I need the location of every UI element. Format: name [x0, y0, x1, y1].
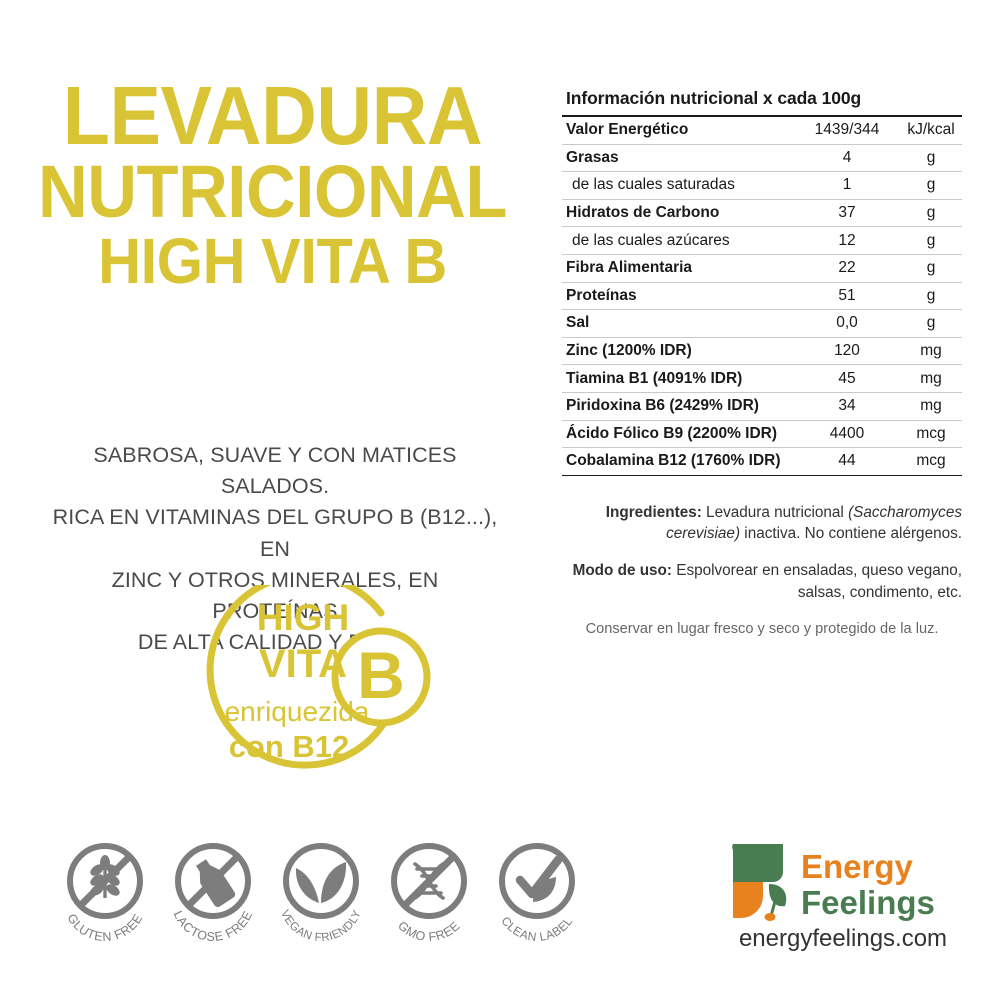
row-label: de las cuales azúcares — [572, 231, 730, 249]
row-label: Hidratos de Carbono — [566, 204, 720, 222]
row-value: 51 — [838, 286, 856, 304]
ingredients-paragraph: Ingredientes: Levadura nutricional (Sacc… — [562, 502, 962, 545]
badge-line-3: enriquezida — [225, 696, 370, 727]
usage-paragraph: Modo de uso: Espolvorear en ensaladas, q… — [562, 560, 962, 603]
storage-text: Conservar en lugar fresco y seco y prote… — [585, 620, 939, 637]
table-row: Fibra Alimentaria 22 g — [562, 254, 962, 283]
row-unit: g — [926, 148, 936, 166]
description-line-3: ZINC Y OTROS MINERALES, EN PROTEÍNAS — [111, 567, 439, 623]
badge-line-1: HIGH — [257, 597, 350, 638]
leaves-icon — [283, 843, 359, 919]
row-value: 120 — [834, 342, 860, 360]
row-label: Tiamina B1 (4091% IDR) — [566, 369, 743, 387]
cert-badge-lactose-free: LACTOSE FREE — [166, 836, 260, 954]
title-line-2: NUTRICIONAL — [38, 150, 507, 234]
badge-line-2: VITA — [259, 642, 347, 686]
row-value: 1 — [842, 176, 852, 194]
ingredients-text-2: inactiva. No contiene alérgenos. — [740, 525, 962, 543]
table-row: de las cuales azúcares 12 g — [562, 227, 962, 255]
dna-crossed-icon — [391, 843, 467, 919]
high-vita-b-badge: B HIGH VITA enriquezida con B12 — [185, 585, 455, 800]
table-row: Proteínas 51 g — [562, 282, 962, 310]
table-row: de las cuales saturadas 1 g — [562, 172, 962, 200]
row-unit: g — [926, 231, 936, 249]
row-value: 0,0 — [836, 314, 858, 332]
table-row: Cobalamina B12 (1760% IDR) 44 mcg — [562, 448, 962, 476]
row-label: Zinc (1200% IDR) — [566, 342, 692, 360]
row-unit: kJ/kcal — [907, 121, 955, 139]
row-label: Ácido Fólico B9 (2200% IDR) — [566, 424, 778, 442]
page-title: LEVADURA NUTRICIONAL HIGH VITA B — [0, 69, 545, 298]
row-unit: mg — [920, 397, 942, 415]
leaf-mark-icon — [732, 844, 787, 921]
row-unit: g — [926, 204, 936, 222]
brand-name-line-2: Feelings — [801, 884, 935, 921]
row-label: Proteínas — [566, 286, 637, 304]
row-unit: g — [926, 259, 936, 277]
row-value: 44 — [838, 452, 856, 470]
nutrition-table: Valor Energético 1439/344 kJ/kcal Grasas 4 g d… — [562, 115, 962, 476]
row-unit: mcg — [916, 452, 946, 470]
right-column: Información nutricional x cada 100g Valo… — [562, 0, 962, 1000]
nutrition-table-title: Información nutricional x cada 100g — [566, 88, 862, 108]
title-line-3: HIGH VITA B — [98, 225, 447, 298]
check-leaf-icon — [499, 843, 575, 919]
nutrition-table-body: Valor Energético 1439/344 kJ/kcal Grasas 4 g d… — [562, 116, 962, 476]
brand-logo: Energy Feelings energyfeelings.com — [723, 838, 963, 956]
wheat-crossed-icon — [67, 843, 143, 919]
description-line-1: SABROSA, SUAVE Y CON MATICES SALADOS. — [93, 443, 457, 499]
ingredients-text-1: Levadura nutricional — [701, 503, 849, 521]
brand-website: energyfeelings.com — [739, 925, 947, 952]
ingredients-label: Ingredientes: — [605, 503, 702, 521]
table-row: Tiamina B1 (4091% IDR) 45 mg — [562, 365, 962, 393]
cert-badge-gmo-free: GMO FREE — [382, 836, 476, 954]
product-description: SABROSA, SUAVE Y CON MATICES SALADOS. RI… — [50, 440, 500, 658]
row-label: Cobalamina B12 (1760% IDR) — [566, 452, 781, 470]
cert-badge-gluten-free: GLUTEN FREE — [58, 836, 152, 954]
row-value: 34 — [838, 397, 856, 415]
row-value: 4 — [842, 148, 852, 166]
table-row: Piridoxina B6 (2429% IDR) 34 mg — [562, 392, 962, 421]
table-row: Zinc (1200% IDR) 120 mg — [562, 337, 962, 365]
row-label: de las cuales saturadas — [572, 176, 735, 194]
row-label: Valor Energético — [566, 121, 689, 139]
left-column: LEVADURA NUTRICIONAL HIGH VITA B SABROSA… — [0, 69, 575, 944]
row-value: 45 — [838, 369, 856, 387]
row-value: 22 — [838, 259, 856, 277]
title-line-1: LEVADURA — [62, 69, 483, 162]
row-unit: g — [926, 286, 936, 304]
row-value: 4400 — [829, 424, 865, 442]
usage-text: Espolvorear en ensaladas, queso vegano, … — [672, 562, 962, 601]
row-unit: mcg — [916, 424, 946, 442]
row-unit: g — [926, 314, 936, 332]
brand-name-line-1: Energy — [801, 848, 914, 885]
row-value: 12 — [838, 231, 856, 249]
cert-badge-vegan-friendly: VEGAN FRIENDLY — [274, 836, 368, 954]
table-row: Hidratos de Carbono 37 g — [562, 199, 962, 227]
ingredients-species: (Saccharomyces cerevisiae) — [666, 503, 962, 543]
row-label: Sal — [566, 314, 590, 332]
row-value: 1439/344 — [814, 121, 880, 139]
badge-letter-b: B — [357, 638, 405, 712]
product-info-block: Ingredientes: Levadura nutricional (Sacc… — [562, 502, 962, 640]
cert-badge-clean-label: CLEAN LABEL — [490, 836, 584, 954]
table-row: Valor Energético 1439/344 kJ/kcal — [562, 116, 962, 145]
row-unit: g — [926, 176, 936, 194]
table-row: Sal 0,0 g — [562, 310, 962, 338]
milk-bottle-crossed-icon — [175, 843, 251, 919]
badge-line-4: con B12 — [229, 729, 350, 764]
row-label: Fibra Alimentaria — [566, 259, 693, 277]
description-line-2: RICA EN VITAMINAS DEL GRUPO B (B12...), … — [52, 505, 498, 561]
table-row: Ácido Fólico B9 (2200% IDR) 4400 mcg — [562, 420, 962, 448]
certification-badges: GLUTEN FREE LACTOSE FREE — [58, 836, 578, 956]
usage-label: Modo de uso: — [572, 562, 672, 580]
row-unit: mg — [920, 342, 942, 360]
row-label: Grasas — [566, 148, 619, 166]
table-row: Grasas 4 g — [562, 144, 962, 172]
row-value: 37 — [838, 204, 856, 222]
row-unit: mg — [920, 369, 942, 387]
cert-label: GMO FREE — [395, 919, 463, 945]
row-label: Piridoxina B6 (2429% IDR) — [566, 397, 759, 415]
